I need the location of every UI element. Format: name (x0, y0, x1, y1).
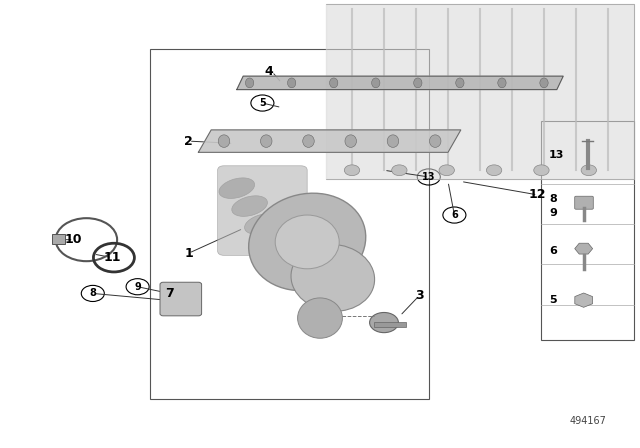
Ellipse shape (244, 214, 280, 234)
Ellipse shape (345, 135, 356, 147)
Circle shape (344, 165, 360, 176)
Circle shape (486, 165, 502, 176)
Ellipse shape (246, 78, 254, 88)
Ellipse shape (330, 78, 338, 88)
Ellipse shape (387, 135, 399, 147)
Text: 6: 6 (549, 246, 557, 256)
Ellipse shape (370, 313, 399, 332)
Text: 11: 11 (103, 251, 121, 264)
Text: 8: 8 (90, 289, 96, 298)
Polygon shape (575, 243, 593, 254)
Text: 9: 9 (549, 208, 557, 218)
Text: 3: 3 (415, 289, 424, 302)
Text: 5: 5 (549, 295, 557, 305)
Circle shape (439, 165, 454, 176)
Text: 7: 7 (165, 287, 174, 300)
Ellipse shape (429, 135, 441, 147)
Polygon shape (326, 4, 634, 179)
Text: 4: 4 (264, 65, 273, 78)
Ellipse shape (413, 78, 422, 88)
Text: 6: 6 (451, 210, 458, 220)
Text: 9: 9 (134, 282, 141, 292)
Ellipse shape (372, 78, 380, 88)
Text: 1: 1 (184, 246, 193, 260)
FancyBboxPatch shape (150, 49, 429, 399)
Ellipse shape (540, 78, 548, 88)
Ellipse shape (298, 298, 342, 338)
Ellipse shape (219, 178, 255, 198)
FancyBboxPatch shape (575, 196, 593, 209)
Ellipse shape (303, 135, 314, 147)
Ellipse shape (287, 78, 296, 88)
Circle shape (534, 165, 549, 176)
Text: 10: 10 (65, 233, 83, 246)
FancyBboxPatch shape (541, 121, 634, 340)
Ellipse shape (232, 196, 268, 216)
Ellipse shape (218, 135, 230, 147)
Polygon shape (575, 293, 593, 307)
FancyBboxPatch shape (52, 234, 65, 244)
Ellipse shape (260, 135, 272, 147)
Polygon shape (237, 76, 563, 90)
FancyBboxPatch shape (218, 166, 307, 255)
Ellipse shape (498, 78, 506, 88)
Text: 13: 13 (549, 150, 564, 159)
Circle shape (392, 165, 407, 176)
Ellipse shape (249, 193, 365, 291)
Text: 2: 2 (184, 134, 193, 148)
Ellipse shape (275, 215, 339, 269)
Ellipse shape (456, 78, 464, 88)
FancyBboxPatch shape (160, 282, 202, 316)
Text: 8: 8 (549, 194, 557, 204)
Ellipse shape (291, 244, 374, 311)
Circle shape (581, 165, 596, 176)
Text: 12: 12 (529, 188, 547, 202)
Text: 13: 13 (422, 172, 436, 182)
FancyBboxPatch shape (374, 322, 406, 327)
Text: 494167: 494167 (569, 416, 606, 426)
Polygon shape (198, 130, 461, 152)
Text: 5: 5 (259, 98, 266, 108)
